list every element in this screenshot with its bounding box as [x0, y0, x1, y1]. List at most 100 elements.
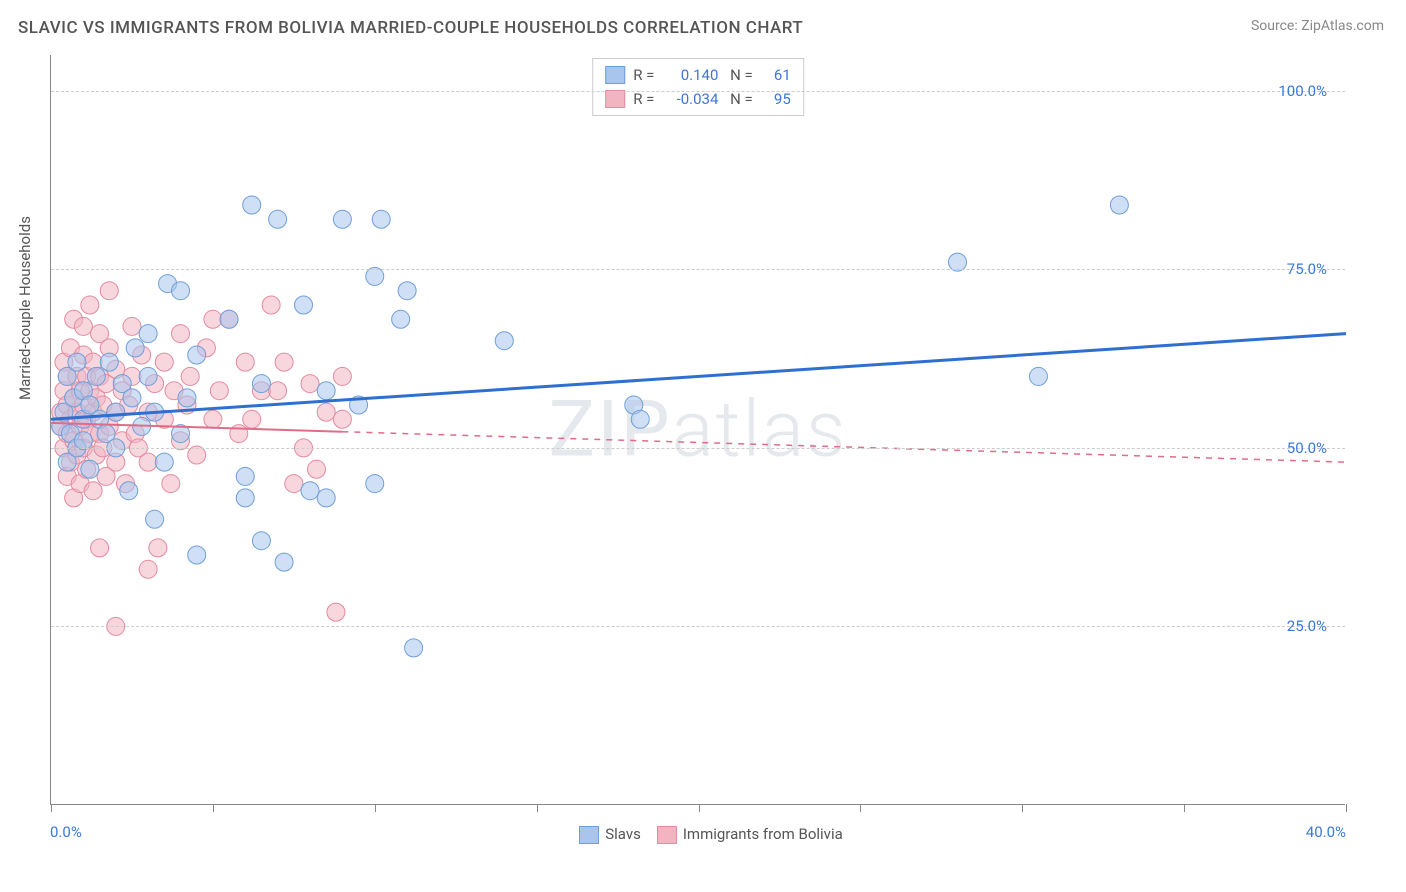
data-point [126, 339, 144, 357]
data-point [307, 460, 325, 478]
source-label: Source: ZipAtlas.com [1251, 18, 1384, 34]
stats-row: R = 0.140 N = 61 [605, 63, 791, 87]
gridline [51, 269, 1345, 270]
data-point [262, 296, 280, 314]
gridline [51, 91, 1345, 92]
data-point [275, 353, 293, 371]
data-point [188, 346, 206, 364]
data-point [100, 353, 118, 371]
data-point [81, 296, 99, 314]
data-point [1110, 196, 1128, 214]
r-label: R = [633, 66, 654, 84]
data-point [155, 453, 173, 471]
data-point [204, 410, 222, 428]
data-point [84, 482, 102, 500]
chart-title: SLAVIC VS IMMIGRANTS FROM BOLIVIA MARRIE… [18, 18, 803, 38]
data-point [333, 410, 351, 428]
data-point [181, 367, 199, 385]
data-point [301, 482, 319, 500]
data-point [107, 403, 125, 421]
data-point [68, 353, 86, 371]
data-point [317, 382, 335, 400]
data-point [172, 282, 190, 300]
r-value: -0.034 [662, 90, 718, 108]
data-point [120, 482, 138, 500]
plot-svg [51, 55, 1346, 805]
data-point [631, 410, 649, 428]
r-value: 0.140 [662, 66, 718, 84]
data-point [317, 489, 335, 507]
data-point [495, 332, 513, 350]
series-swatch [605, 66, 625, 84]
data-point [74, 317, 92, 335]
y-tick-label: 50.0% [1287, 439, 1327, 457]
data-point [1029, 367, 1047, 385]
x-tick [375, 804, 376, 812]
data-point [317, 403, 335, 421]
data-point [243, 196, 261, 214]
data-point [327, 603, 345, 621]
data-point [204, 310, 222, 328]
data-point [230, 425, 248, 443]
gridline [51, 448, 1345, 449]
data-point [100, 282, 118, 300]
r-label: R = [633, 90, 654, 108]
series-swatch [605, 90, 625, 108]
data-point [81, 460, 99, 478]
y-tick-label: 75.0% [1287, 260, 1327, 278]
data-point [139, 367, 157, 385]
trend-line [51, 334, 1346, 420]
data-point [210, 382, 228, 400]
y-tick-label: 25.0% [1287, 617, 1327, 635]
data-point [366, 475, 384, 493]
n-value: 95 [761, 90, 791, 108]
data-point [87, 367, 105, 385]
legend-swatch [657, 826, 677, 844]
data-point [269, 382, 287, 400]
data-point [252, 532, 270, 550]
data-point [162, 475, 180, 493]
data-point [236, 489, 254, 507]
bottom-legend: Slavs Immigrants from Bolivia [0, 825, 1406, 844]
gridline [51, 626, 1345, 627]
data-point [252, 375, 270, 393]
data-point [236, 467, 254, 485]
x-tick [860, 804, 861, 812]
data-point [155, 353, 173, 371]
x-tick [699, 804, 700, 812]
plot-area: ZIPatlas R =0.140 N =61R =-0.034 N =95 2… [50, 55, 1345, 805]
x-tick [213, 804, 214, 812]
legend-label: Slavs [605, 825, 641, 843]
data-point [405, 639, 423, 657]
data-point [398, 282, 416, 300]
x-tick [1184, 804, 1185, 812]
y-axis-label: Married-couple Households [16, 216, 34, 400]
y-tick-label: 100.0% [1278, 82, 1327, 100]
data-point [149, 539, 167, 557]
data-point [139, 560, 157, 578]
x-tick [1022, 804, 1023, 812]
n-value: 61 [761, 66, 791, 84]
legend-label: Immigrants from Bolivia [683, 825, 843, 843]
data-point [392, 310, 410, 328]
data-point [188, 546, 206, 564]
data-point [146, 510, 164, 528]
data-point [275, 553, 293, 571]
data-point [295, 296, 313, 314]
data-point [333, 210, 351, 228]
n-label: N = [726, 66, 752, 84]
n-label: N = [726, 90, 752, 108]
data-point [123, 317, 141, 335]
x-tick [537, 804, 538, 812]
data-point [123, 389, 141, 407]
data-point [139, 453, 157, 471]
correlation-stats-box: R = 0.140 N = 61 R = -0.034 N = 95 [592, 58, 804, 116]
data-point [372, 210, 390, 228]
data-point [172, 325, 190, 343]
x-tick [1346, 804, 1347, 812]
data-point [269, 210, 287, 228]
data-point [243, 410, 261, 428]
data-point [220, 310, 238, 328]
data-point [139, 325, 157, 343]
x-tick [51, 804, 52, 812]
